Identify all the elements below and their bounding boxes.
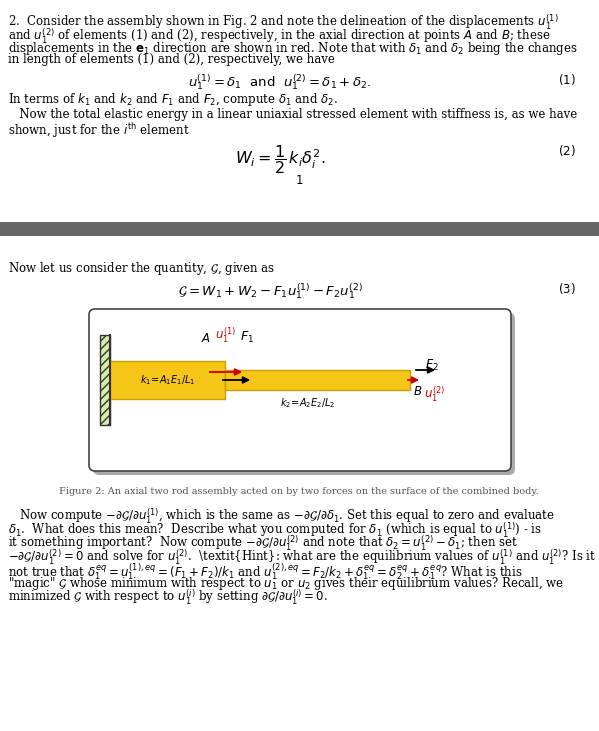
Text: displacements in the $\mathbf{e}_1$ direction are shown in red. Note that with $: displacements in the $\mathbf{e}_1$ dire…: [8, 40, 578, 57]
Text: it something important?  Now compute $-\partial\mathcal{G}/\partial u_1^{(2)}$ a: it something important? Now compute $-\p…: [8, 534, 518, 553]
Text: "magic" $\mathcal{G}$ whose minimum with respect to $u_1$ or $u_2$ gives their e: "magic" $\mathcal{G}$ whose minimum with…: [8, 575, 564, 591]
Text: Now let us consider the quantity, $\mathcal{G}$, given as: Now let us consider the quantity, $\math…: [8, 260, 276, 277]
Text: $u_1^{(2)}$: $u_1^{(2)}$: [424, 385, 445, 404]
Text: $(2)$: $(2)$: [558, 143, 576, 158]
Bar: [100, 335, 110, 425]
Text: $1$: $1$: [295, 175, 303, 187]
Text: $F_2$: $F_2$: [425, 358, 439, 373]
Text: $k_2\!=\!A_2E_2/L_2$: $k_2\!=\!A_2E_2/L_2$: [280, 396, 335, 410]
Bar: [110, 361, 225, 399]
Text: $A$: $A$: [201, 332, 211, 345]
Text: $\delta_1$.  What does this mean?  Describe what you computed for $\delta_1$ (wh: $\delta_1$. What does this mean? Describ…: [8, 520, 542, 540]
Text: $(3)$: $(3)$: [558, 281, 576, 297]
Text: 2.  Consider the assembly shown in Fig. 2 and note the delineation of the displa: 2. Consider the assembly shown in Fig. 2…: [8, 13, 558, 32]
Text: not true that $\delta_1^{eq} = u_1^{(1),eq} = (F_1+F_2)/k_1$ and $u_1^{(2),eq} =: not true that $\delta_1^{eq} = u_1^{(1),…: [8, 561, 523, 582]
Text: $\mathcal{G} = W_1 + W_2 - F_1 u_1^{(1)} - F_2 u_1^{(2)}$: $\mathcal{G} = W_1 + W_2 - F_1 u_1^{(1)}…: [177, 281, 362, 301]
Text: $u_1^{(1)} = \delta_1\ \ \mathrm{and}\ \ u_1^{(2)} = \delta_1 + \delta_2.$: $u_1^{(1)} = \delta_1\ \ \mathrm{and}\ \…: [188, 72, 372, 91]
Text: Now compute $-\partial\mathcal{G}/\partial u_1^{(1)}$, which is the same as $-\p: Now compute $-\partial\mathcal{G}/\parti…: [8, 507, 555, 526]
Text: in length of elements (1) and (2), respectively, we have: in length of elements (1) and (2), respe…: [8, 53, 335, 67]
Text: minimized $\mathcal{G}$ with respect to $u_1^{(i)}$ by setting $\partial\mathcal: minimized $\mathcal{G}$ with respect to …: [8, 588, 328, 607]
Text: $B$: $B$: [413, 385, 422, 398]
Text: $k_1\!=\!A_1E_1/L_1$: $k_1\!=\!A_1E_1/L_1$: [140, 373, 195, 387]
Bar: [0, 222, 599, 236]
Text: and $u_1^{(2)}$ of elements (1) and (2), respectively, in the axial direction at: and $u_1^{(2)}$ of elements (1) and (2),…: [8, 26, 550, 46]
Bar: [225, 370, 410, 390]
Text: Figure 2: An axial two rod assembly acted on by two forces on the surface of the: Figure 2: An axial two rod assembly acte…: [59, 487, 539, 496]
Text: $F_1$: $F_1$: [240, 330, 254, 345]
FancyBboxPatch shape: [93, 313, 515, 475]
Text: $(1)$: $(1)$: [558, 72, 576, 87]
FancyBboxPatch shape: [89, 309, 511, 471]
Text: shown, just for the $i^\mathrm{th}$ element: shown, just for the $i^\mathrm{th}$ elem…: [8, 121, 190, 140]
Text: $-\partial\mathcal{G}/\partial u_1^{(2)} = 0$ and solve for $u_1^{(2)}$.  \texti: $-\partial\mathcal{G}/\partial u_1^{(2)}…: [8, 548, 596, 567]
Text: $W_i = \dfrac{1}{2}\,k_i\delta_i^2.$: $W_i = \dfrac{1}{2}\,k_i\delta_i^2.$: [235, 143, 325, 176]
Text: Now the total elastic energy in a linear uniaxial stressed element with stiffnes: Now the total elastic energy in a linear…: [8, 108, 577, 121]
Text: $u_1^{(1)}$: $u_1^{(1)}$: [215, 325, 236, 345]
Text: In terms of $k_1$ and $k_2$ and $F_1$ and $F_2$, compute $\delta_1$ and $\delta_: In terms of $k_1$ and $k_2$ and $F_1$ an…: [8, 91, 338, 108]
